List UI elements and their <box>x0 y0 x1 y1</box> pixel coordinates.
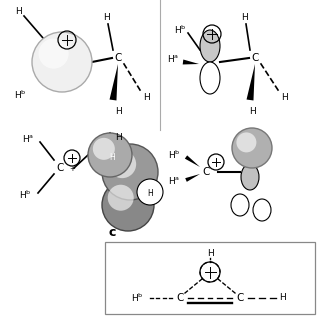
Text: H: H <box>241 13 247 22</box>
Text: $\mathrm{H^b}$: $\mathrm{H^b}$ <box>19 189 31 201</box>
Ellipse shape <box>231 194 249 216</box>
Text: $\mathrm{H^a}$: $\mathrm{H^a}$ <box>22 132 34 143</box>
Text: +: + <box>69 166 75 172</box>
Circle shape <box>102 179 154 231</box>
Text: H: H <box>147 188 153 197</box>
Text: H: H <box>104 13 110 22</box>
Text: $\mathrm{H^b}$: $\mathrm{H^b}$ <box>168 149 180 161</box>
Polygon shape <box>183 60 199 65</box>
Polygon shape <box>109 64 118 100</box>
Circle shape <box>108 185 134 211</box>
Text: H: H <box>280 293 286 302</box>
Text: H: H <box>207 249 213 258</box>
Circle shape <box>102 144 158 200</box>
Circle shape <box>108 150 136 178</box>
Text: $\mathrm{H^b}$: $\mathrm{H^b}$ <box>14 89 26 101</box>
Text: H: H <box>281 93 287 102</box>
Text: H: H <box>115 108 121 116</box>
Ellipse shape <box>241 164 259 190</box>
Ellipse shape <box>253 199 271 221</box>
Circle shape <box>236 132 256 152</box>
Text: C: C <box>176 293 184 303</box>
Ellipse shape <box>200 62 220 94</box>
Text: c: c <box>108 227 116 239</box>
Text: H: H <box>109 153 115 162</box>
Text: C: C <box>251 53 259 63</box>
Circle shape <box>39 39 68 68</box>
Text: H: H <box>143 93 149 102</box>
Polygon shape <box>246 64 255 100</box>
Text: C: C <box>236 293 244 303</box>
Text: C: C <box>114 53 122 63</box>
FancyBboxPatch shape <box>105 242 315 314</box>
Circle shape <box>93 138 115 160</box>
Text: H: H <box>15 7 21 17</box>
Circle shape <box>232 128 272 168</box>
Text: $\mathrm{H^b}$: $\mathrm{H^b}$ <box>131 292 143 304</box>
Text: $\mathrm{H^a}$: $\mathrm{H^a}$ <box>167 52 179 63</box>
Text: $\mathrm{H^a}$: $\mathrm{H^a}$ <box>168 174 180 186</box>
Text: $\mathrm{H^b}$: $\mathrm{H^b}$ <box>174 24 186 36</box>
Ellipse shape <box>200 30 220 62</box>
Text: H: H <box>115 133 121 142</box>
Text: H: H <box>250 108 256 116</box>
Circle shape <box>32 32 92 92</box>
Text: C: C <box>202 167 210 177</box>
Text: C: C <box>56 163 64 173</box>
Circle shape <box>88 133 132 177</box>
Circle shape <box>137 179 163 205</box>
Polygon shape <box>185 174 200 182</box>
Polygon shape <box>185 156 200 167</box>
